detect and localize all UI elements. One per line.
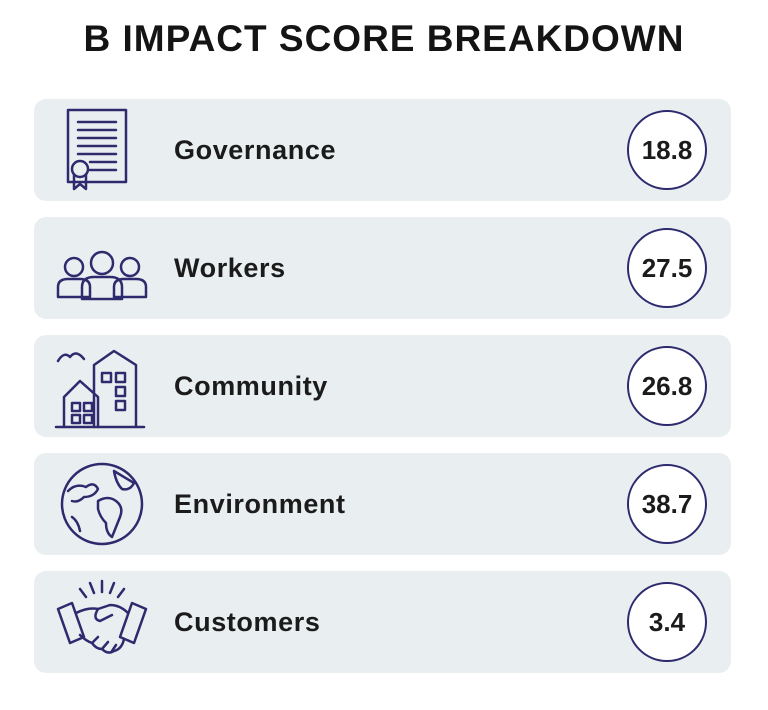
- category-row-governance: Governance 18.8: [34, 99, 731, 201]
- category-label: Community: [174, 371, 328, 401]
- category-row-environment: Environment 38.7: [34, 453, 731, 555]
- category-label: Governance: [174, 135, 337, 165]
- score-badge: 18.8: [627, 110, 707, 190]
- category-label: Customers: [174, 607, 321, 637]
- certificate-icon: [54, 107, 150, 193]
- handshake-icon: [54, 579, 150, 665]
- category-label: Environment: [174, 489, 346, 519]
- score-breakdown-list: Governance 18.8 Workers 27.5: [34, 99, 731, 689]
- globe-icon: [54, 461, 150, 547]
- people-icon: [54, 225, 150, 311]
- category-label: Workers: [174, 253, 286, 283]
- score-badge: 38.7: [627, 464, 707, 544]
- category-row-customers: Customers 3.4: [34, 571, 731, 673]
- score-badge: 27.5: [627, 228, 707, 308]
- category-row-community: Community 26.8: [34, 335, 731, 437]
- page-title: B IMPACT SCORE BREAKDOWN: [83, 18, 685, 59]
- score-badge: 3.4: [627, 582, 707, 662]
- score-badge: 26.8: [627, 346, 707, 426]
- buildings-icon: [54, 343, 150, 429]
- category-row-workers: Workers 27.5: [34, 217, 731, 319]
